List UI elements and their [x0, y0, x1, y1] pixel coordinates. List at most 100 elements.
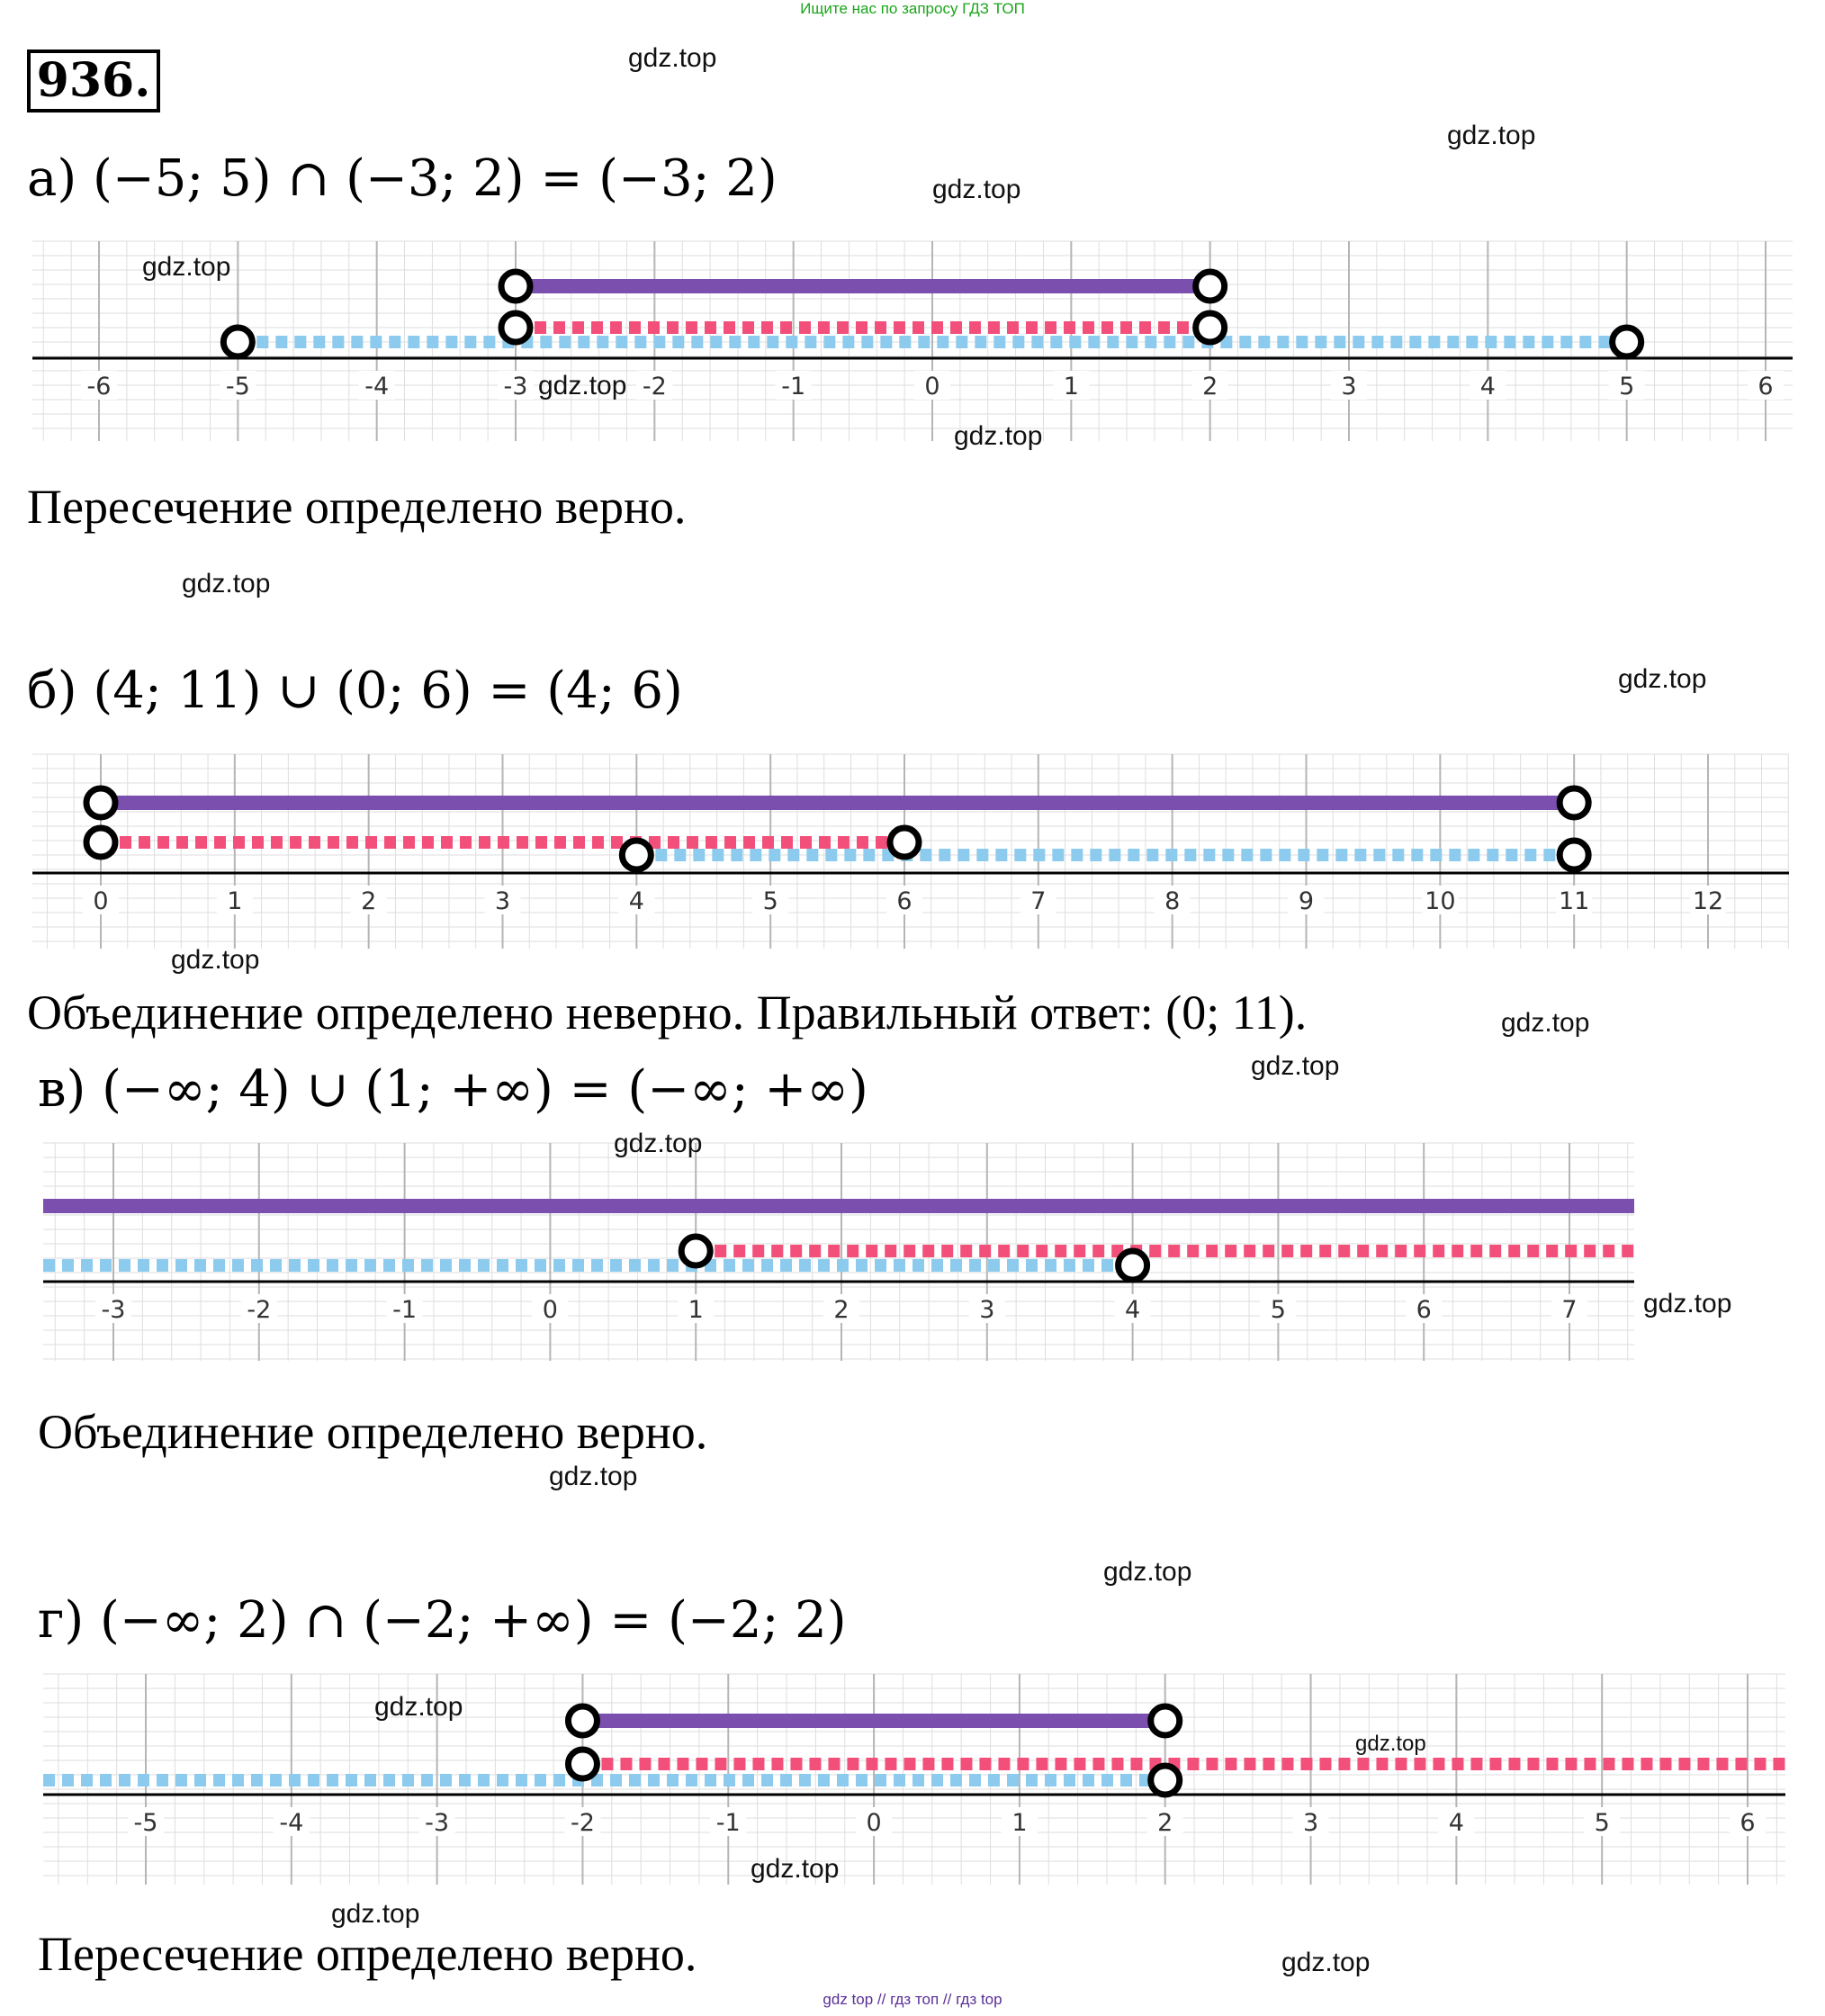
open-endpoint: [1115, 1247, 1151, 1283]
equation-d: г) (−∞; 2) ∩ (−2; +∞) = (−2; 2): [38, 1591, 847, 1650]
tick-label: -5: [226, 373, 250, 400]
tick-label: -1: [392, 1296, 417, 1324]
tick-label: 6: [1758, 373, 1773, 400]
watermark: gdz.top: [171, 945, 260, 975]
tick-label: 7: [1030, 887, 1046, 915]
open-endpoint: [1556, 785, 1592, 821]
open-endpoint: [1192, 310, 1228, 346]
tick-label-bg: [95, 1294, 131, 1323]
tick-label: 0: [924, 373, 939, 400]
tick-label-bg: [636, 371, 673, 400]
tick-label-bg: [1001, 1807, 1038, 1836]
tick-label-bg: [856, 1807, 893, 1836]
tick-label: 2: [1202, 373, 1218, 400]
top-banner: Ищите нас по запросу ГДЗ ТОП: [800, 0, 1025, 17]
tick-label-bg: [1114, 1294, 1151, 1323]
tick-label-bg: [710, 1807, 747, 1836]
verdict-c: Объединение определено верно.: [38, 1405, 708, 1459]
tick-label: -3: [425, 1809, 449, 1837]
open-endpoint: [1609, 324, 1645, 360]
tick-label: 1: [1064, 373, 1079, 400]
tick-label-bg: [775, 371, 812, 400]
tick-label: 0: [866, 1809, 881, 1837]
tick-label: -4: [364, 373, 389, 400]
tick-label-bg: [886, 886, 922, 914]
open-endpoint: [1556, 837, 1592, 873]
tick-label: 4: [1449, 1809, 1464, 1837]
open-endpoint: [83, 824, 119, 860]
equation-a: а) (−5; 5) ∩ (−3; 2) = (−3; 2): [27, 149, 778, 208]
verdict-a: Пересечение определено верно.: [27, 480, 687, 534]
open-endpoint: [1147, 1762, 1183, 1798]
open-endpoint: [564, 1746, 600, 1782]
tick-label-bg: [418, 1807, 455, 1836]
tick-label-bg: [1556, 886, 1593, 914]
tick-label: 5: [1619, 373, 1634, 400]
tick-label-bg: [128, 1807, 164, 1836]
tick-label: 6: [896, 887, 912, 915]
tick-label: 11: [1559, 887, 1589, 915]
tick-label: 1: [1011, 1809, 1027, 1837]
number-line-panel: 0 1 2 3 4 5 6 7 8 9 10 11 12: [32, 753, 1789, 949]
watermark: gdz.top: [1103, 1557, 1192, 1587]
watermark: gdz.top: [628, 43, 717, 73]
watermark: gdz.top: [142, 252, 231, 282]
watermark: gdz.top: [932, 175, 1021, 204]
tick-label: -4: [279, 1809, 303, 1837]
tick-label: 6: [1740, 1809, 1755, 1837]
tick-label-bg: [240, 1294, 277, 1323]
number-line-panel: -6 -5 -4 -3 -2 -1 0 1 2 3 4 5 6: [32, 240, 1793, 441]
tick-label-bg: [1748, 371, 1784, 400]
tick-label: -5: [134, 1809, 158, 1837]
tick-label: 2: [1157, 1809, 1173, 1837]
watermark: gdz.top: [182, 569, 271, 598]
open-endpoint: [498, 310, 534, 346]
open-endpoint: [220, 324, 256, 360]
tick-label-bg: [358, 371, 395, 400]
watermark: gdz.top: [1618, 664, 1707, 694]
tick-label: 4: [629, 887, 644, 915]
open-endpoint: [618, 837, 654, 873]
verdict-b: Объединение определено неверно. Правильн…: [27, 986, 1308, 1040]
tick-label-bg: [678, 1294, 715, 1323]
tick-label-bg: [216, 886, 253, 914]
tick-label-bg: [1584, 1807, 1621, 1836]
tick-label-bg: [1191, 371, 1228, 400]
tick-label-bg: [1690, 886, 1726, 914]
tick-label: 0: [93, 887, 108, 915]
number-line-panel: -5 -4 -3 -2 -1 0 1 2 3 4 5 6: [43, 1673, 1785, 1885]
tick-label-bg: [752, 886, 789, 914]
tick-label: -6: [87, 373, 112, 400]
tick-label-bg: [914, 371, 950, 400]
tick-label: 4: [1125, 1296, 1140, 1324]
tick-label-bg: [81, 371, 117, 400]
tick-label-bg: [1406, 1294, 1443, 1323]
watermark: gdz.top: [1355, 1732, 1426, 1756]
watermark: gdz.top: [538, 371, 627, 400]
tick-label-bg: [498, 371, 534, 400]
tick-label: 1: [688, 1296, 704, 1324]
tick-label: 3: [495, 887, 510, 915]
tick-label-bg: [1438, 1807, 1475, 1836]
footer-text: gdz top // гдз топ // гдз top: [823, 1991, 1002, 2008]
tick-label-bg: [1730, 1807, 1766, 1836]
tick-label: 10: [1425, 887, 1455, 915]
watermark: gdz.top: [1251, 1051, 1340, 1081]
tick-label: -2: [643, 373, 667, 400]
open-endpoint: [678, 1233, 714, 1269]
open-endpoint: [1147, 1703, 1183, 1739]
number-line-panel: -3 -2 -1 0 1 2 3 4 5 6 7: [43, 1142, 1634, 1361]
tick-label: 4: [1480, 373, 1496, 400]
tick-label: -3: [102, 1296, 126, 1324]
tick-label-bg: [1053, 371, 1090, 400]
tick-label-bg: [1331, 371, 1367, 400]
tick-label: -1: [716, 1809, 741, 1837]
tick-label-bg: [532, 1294, 569, 1323]
tick-label: 5: [1595, 1809, 1610, 1837]
tick-label: 2: [361, 887, 376, 915]
tick-label-bg: [1551, 1294, 1587, 1323]
watermark: gdz.top: [751, 1854, 840, 1884]
tick-label: 3: [979, 1296, 994, 1324]
equation-c: в) (−∞; 4) ∪ (1; +∞) = (−∞; +∞): [38, 1060, 868, 1119]
